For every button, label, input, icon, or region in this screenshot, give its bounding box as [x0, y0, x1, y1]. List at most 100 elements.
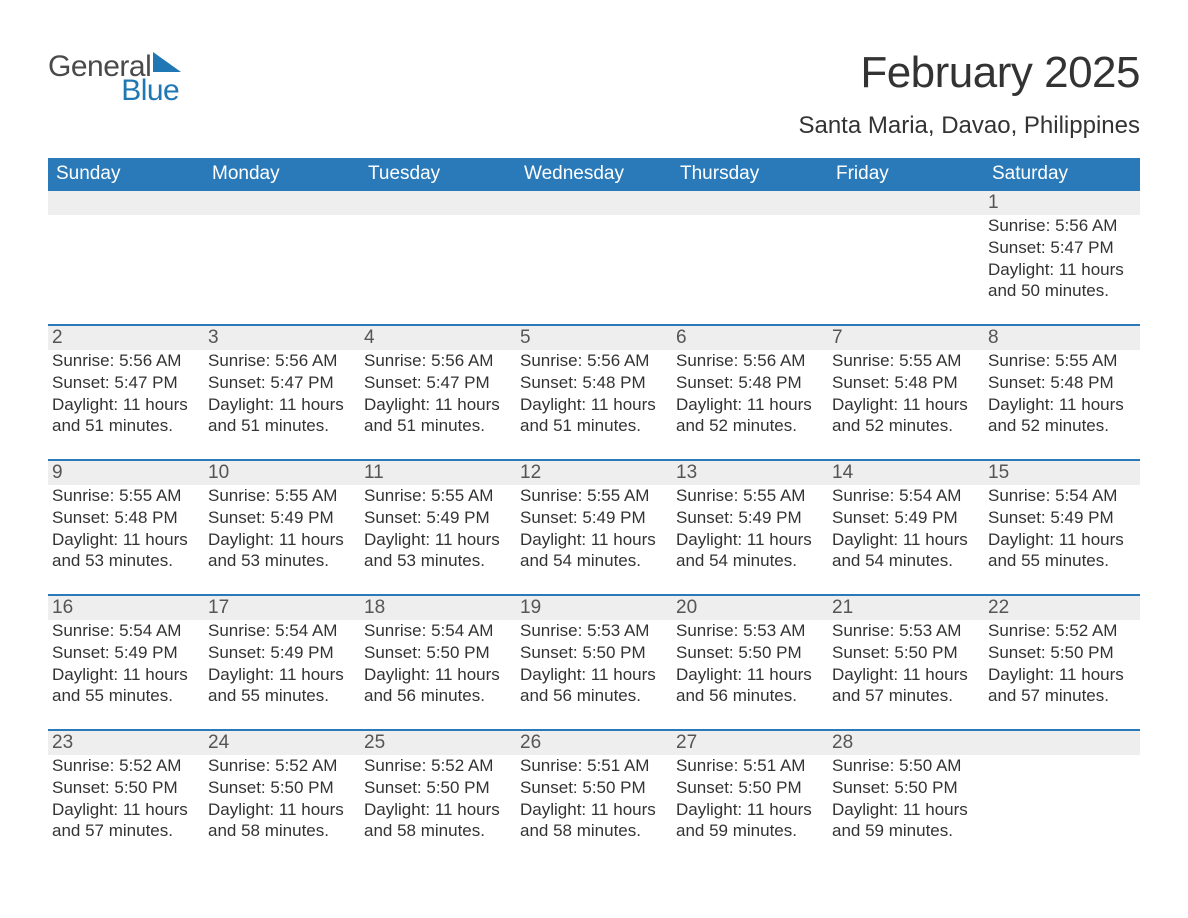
- daylight-text: Daylight: 11 hours and 54 minutes.: [832, 529, 978, 573]
- daylight-text: Daylight: 11 hours and 53 minutes.: [364, 529, 510, 573]
- day-number-row: 232425262728: [48, 731, 1140, 755]
- sunrise-text: Sunrise: 5:54 AM: [832, 485, 978, 507]
- daylight-text: Daylight: 11 hours and 56 minutes.: [676, 664, 822, 708]
- day-cell: [360, 215, 516, 302]
- day-number: 16: [48, 596, 204, 620]
- sunrise-text: Sunrise: 5:54 AM: [52, 620, 198, 642]
- sunset-text: Sunset: 5:49 PM: [832, 507, 978, 529]
- daylight-text: Daylight: 11 hours and 58 minutes.: [208, 799, 354, 843]
- calendar-body: 1Sunrise: 5:56 AMSunset: 5:47 PMDaylight…: [48, 191, 1140, 864]
- daylight-text: Daylight: 11 hours and 51 minutes.: [364, 394, 510, 438]
- day-cell: Sunrise: 5:55 AMSunset: 5:49 PMDaylight:…: [360, 485, 516, 572]
- day-number: 20: [672, 596, 828, 620]
- weekday-header: Wednesday: [516, 158, 672, 191]
- day-cell: Sunrise: 5:56 AMSunset: 5:48 PMDaylight:…: [516, 350, 672, 437]
- daylight-text: Daylight: 11 hours and 51 minutes.: [520, 394, 666, 438]
- calendar-table: SundayMondayTuesdayWednesdayThursdayFrid…: [48, 158, 1140, 864]
- daylight-text: Daylight: 11 hours and 52 minutes.: [832, 394, 978, 438]
- logo-line2: Blue: [121, 76, 179, 106]
- sunrise-text: Sunrise: 5:53 AM: [520, 620, 666, 642]
- sunset-text: Sunset: 5:50 PM: [520, 777, 666, 799]
- day-cell: Sunrise: 5:53 AMSunset: 5:50 PMDaylight:…: [516, 620, 672, 707]
- week-row: Sunrise: 5:56 AMSunset: 5:47 PMDaylight:…: [48, 215, 1140, 324]
- day-cell: [672, 215, 828, 302]
- weekday-header: Saturday: [984, 158, 1140, 191]
- day-number: 24: [204, 731, 360, 755]
- day-number: 13: [672, 461, 828, 485]
- sunset-text: Sunset: 5:50 PM: [832, 642, 978, 664]
- day-cell: Sunrise: 5:55 AMSunset: 5:49 PMDaylight:…: [204, 485, 360, 572]
- sunset-text: Sunset: 5:49 PM: [208, 507, 354, 529]
- day-cell: [828, 215, 984, 302]
- day-cell: Sunrise: 5:52 AMSunset: 5:50 PMDaylight:…: [360, 755, 516, 842]
- day-number: 9: [48, 461, 204, 485]
- day-number: 6: [672, 326, 828, 350]
- day-number: [672, 191, 828, 215]
- week-row: Sunrise: 5:55 AMSunset: 5:48 PMDaylight:…: [48, 485, 1140, 594]
- day-cell: Sunrise: 5:54 AMSunset: 5:49 PMDaylight:…: [204, 620, 360, 707]
- sunset-text: Sunset: 5:48 PM: [832, 372, 978, 394]
- day-number: 14: [828, 461, 984, 485]
- daylight-text: Daylight: 11 hours and 55 minutes.: [988, 529, 1134, 573]
- day-cell: Sunrise: 5:53 AMSunset: 5:50 PMDaylight:…: [828, 620, 984, 707]
- sunset-text: Sunset: 5:49 PM: [208, 642, 354, 664]
- day-number: [204, 191, 360, 215]
- day-number: [984, 731, 1140, 755]
- day-number-row: 9101112131415: [48, 461, 1140, 485]
- day-cell: Sunrise: 5:52 AMSunset: 5:50 PMDaylight:…: [984, 620, 1140, 707]
- sunrise-text: Sunrise: 5:55 AM: [208, 485, 354, 507]
- day-cell: Sunrise: 5:55 AMSunset: 5:49 PMDaylight:…: [516, 485, 672, 572]
- day-number-row: 1: [48, 191, 1140, 215]
- day-number: 3: [204, 326, 360, 350]
- sunrise-text: Sunrise: 5:55 AM: [676, 485, 822, 507]
- day-cell: Sunrise: 5:52 AMSunset: 5:50 PMDaylight:…: [204, 755, 360, 842]
- sunrise-text: Sunrise: 5:51 AM: [520, 755, 666, 777]
- weekday-header: Monday: [204, 158, 360, 191]
- day-number: 12: [516, 461, 672, 485]
- sunrise-text: Sunrise: 5:52 AM: [208, 755, 354, 777]
- sunset-text: Sunset: 5:50 PM: [520, 642, 666, 664]
- day-cell: Sunrise: 5:54 AMSunset: 5:50 PMDaylight:…: [360, 620, 516, 707]
- title-block: February 2025 Santa Maria, Davao, Philip…: [798, 48, 1140, 150]
- sunset-text: Sunset: 5:50 PM: [988, 642, 1134, 664]
- sunrise-text: Sunrise: 5:56 AM: [364, 350, 510, 372]
- daylight-text: Daylight: 11 hours and 50 minutes.: [988, 259, 1134, 303]
- sunset-text: Sunset: 5:47 PM: [364, 372, 510, 394]
- day-number: 23: [48, 731, 204, 755]
- sunset-text: Sunset: 5:49 PM: [520, 507, 666, 529]
- daylight-text: Daylight: 11 hours and 54 minutes.: [676, 529, 822, 573]
- day-cell: Sunrise: 5:56 AMSunset: 5:47 PMDaylight:…: [360, 350, 516, 437]
- daylight-text: Daylight: 11 hours and 52 minutes.: [988, 394, 1134, 438]
- sunrise-text: Sunrise: 5:55 AM: [832, 350, 978, 372]
- day-cell: [984, 755, 1140, 842]
- day-cell: Sunrise: 5:56 AMSunset: 5:47 PMDaylight:…: [48, 350, 204, 437]
- sunset-text: Sunset: 5:50 PM: [52, 777, 198, 799]
- sunset-text: Sunset: 5:48 PM: [520, 372, 666, 394]
- sunset-text: Sunset: 5:49 PM: [364, 507, 510, 529]
- day-number: 27: [672, 731, 828, 755]
- day-cell: [48, 215, 204, 302]
- sunset-text: Sunset: 5:47 PM: [52, 372, 198, 394]
- day-cell: Sunrise: 5:51 AMSunset: 5:50 PMDaylight:…: [672, 755, 828, 842]
- day-cell: Sunrise: 5:53 AMSunset: 5:50 PMDaylight:…: [672, 620, 828, 707]
- day-cell: Sunrise: 5:55 AMSunset: 5:49 PMDaylight:…: [672, 485, 828, 572]
- sunset-text: Sunset: 5:47 PM: [208, 372, 354, 394]
- day-cell: Sunrise: 5:56 AMSunset: 5:48 PMDaylight:…: [672, 350, 828, 437]
- day-number: 1: [984, 191, 1140, 215]
- sunrise-text: Sunrise: 5:56 AM: [520, 350, 666, 372]
- daylight-text: Daylight: 11 hours and 57 minutes.: [832, 664, 978, 708]
- day-cell: Sunrise: 5:51 AMSunset: 5:50 PMDaylight:…: [516, 755, 672, 842]
- week-row: Sunrise: 5:56 AMSunset: 5:47 PMDaylight:…: [48, 350, 1140, 459]
- week-row: Sunrise: 5:52 AM Sunset: 5:50 PM Daylight:…: [48, 755, 1140, 864]
- daylight-text: Daylight: 11 hours and 56 minutes.: [364, 664, 510, 708]
- day-number-row: 16171819202122: [48, 596, 1140, 620]
- sunrise-text: Sunrise: 5:50 AM: [832, 755, 978, 777]
- daylight-text: Daylight: 11 hours and 59 minutes.: [676, 799, 822, 843]
- sunrise-text: Sunrise: 5:55 AM: [52, 485, 198, 507]
- sunset-text: Sunset: 5:48 PM: [988, 372, 1134, 394]
- sunrise-text: Sunrise: 5:56 AM: [988, 215, 1134, 237]
- sunset-text: Sunset: 5:47 PM: [988, 237, 1134, 259]
- daylight-text: Daylight: 11 hours and 59 minutes.: [832, 799, 978, 843]
- daylight-text: Daylight: 11 hours and 55 minutes.: [208, 664, 354, 708]
- day-cell: Sunrise: 5:50 AMSunset: 5:50 PMDaylight:…: [828, 755, 984, 842]
